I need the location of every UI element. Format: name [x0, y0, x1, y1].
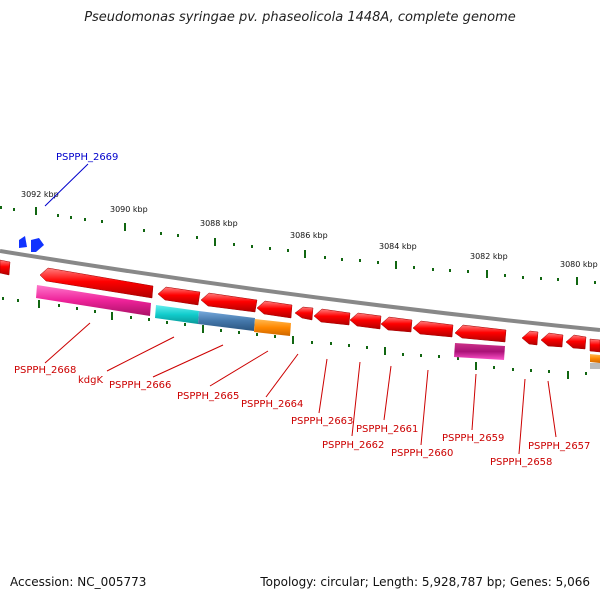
category-bar-purple [454, 343, 505, 360]
gene-label[interactable]: PSPPH_2658 [490, 457, 552, 468]
gene-track-reverse [0, 259, 600, 353]
label-leaders [44, 163, 557, 455]
kbp-label: 3088 kbp [200, 219, 238, 228]
category-bar-orange [254, 319, 291, 336]
gene-label[interactable]: PSPPH_2669 [56, 152, 118, 163]
gene-next[interactable] [565, 334, 587, 350]
gene-label[interactable]: PSPPH_2660 [391, 448, 453, 459]
gene-PSPPH_2662[interactable] [349, 312, 382, 330]
gene-label[interactable]: PSPPH_2665 [177, 391, 239, 402]
kbp-label: 3090 kbp [110, 205, 148, 214]
gene-edge-right[interactable] [589, 338, 600, 353]
inner-tick-track [2, 297, 587, 379]
gene-label[interactable]: PSPPH_2666 [109, 380, 171, 391]
outer-tick-track [0, 206, 596, 285]
gene-PSPPH_2669[interactable] [19, 236, 27, 248]
gene-PSPPH_2658[interactable] [521, 330, 539, 346]
gene-PSPPH_2661[interactable] [380, 316, 413, 333]
category-bar-orange-right [590, 354, 600, 363]
kbp-label: 3092 kbp [21, 190, 59, 199]
gene-PSPPH_2663[interactable] [313, 308, 351, 326]
category-bar-grey-right [590, 363, 600, 369]
gene-label[interactable]: PSPPH_2664 [241, 399, 303, 410]
category-bar-magenta [36, 285, 151, 316]
map-title: Pseudomonas syringae pv. phaseolicola 14… [84, 10, 516, 25]
category-bar-steel [198, 311, 255, 331]
category-bar-cyan [155, 305, 199, 324]
gene-PSPPH_2657[interactable] [540, 332, 564, 348]
gene-label[interactable]: PSPPH_2661 [356, 424, 418, 435]
kbp-label: 3082 kbp [470, 252, 508, 261]
gene-label[interactable]: kdgK [78, 375, 103, 386]
gene-label[interactable]: PSPPH_2663 [291, 416, 353, 427]
gene-label[interactable]: PSPPH_2662 [322, 440, 384, 451]
gene-PSPPH_2665[interactable] [256, 300, 293, 319]
genome-backbone [0, 249, 600, 332]
gene-left-edge[interactable] [0, 259, 11, 276]
gene-PSPPH_2666[interactable] [200, 292, 258, 313]
gene-label[interactable]: PSPPH_2668 [14, 365, 76, 376]
gene-PSPPH_2660[interactable] [412, 320, 454, 338]
category-track [36, 285, 600, 369]
gene-blue-feature[interactable] [31, 238, 44, 252]
genome-summary-text: Topology: circular; Length: 5,928,787 bp… [260, 575, 590, 589]
kbp-label: 3086 kbp [290, 231, 328, 240]
accession-text: Accession: NC_005773 [10, 575, 147, 589]
gene-label[interactable]: PSPPH_2659 [442, 433, 504, 444]
kbp-label: 3084 kbp [379, 242, 417, 251]
gene-PSPPH_2664[interactable] [294, 306, 314, 321]
gene-PSPPH_2668[interactable] [39, 267, 154, 299]
gene-PSPPH_2659[interactable] [454, 324, 507, 343]
kbp-label: 3080 kbp [560, 260, 598, 269]
gene-label[interactable]: PSPPH_2657 [528, 441, 590, 452]
gene-kdgK[interactable] [157, 286, 201, 306]
